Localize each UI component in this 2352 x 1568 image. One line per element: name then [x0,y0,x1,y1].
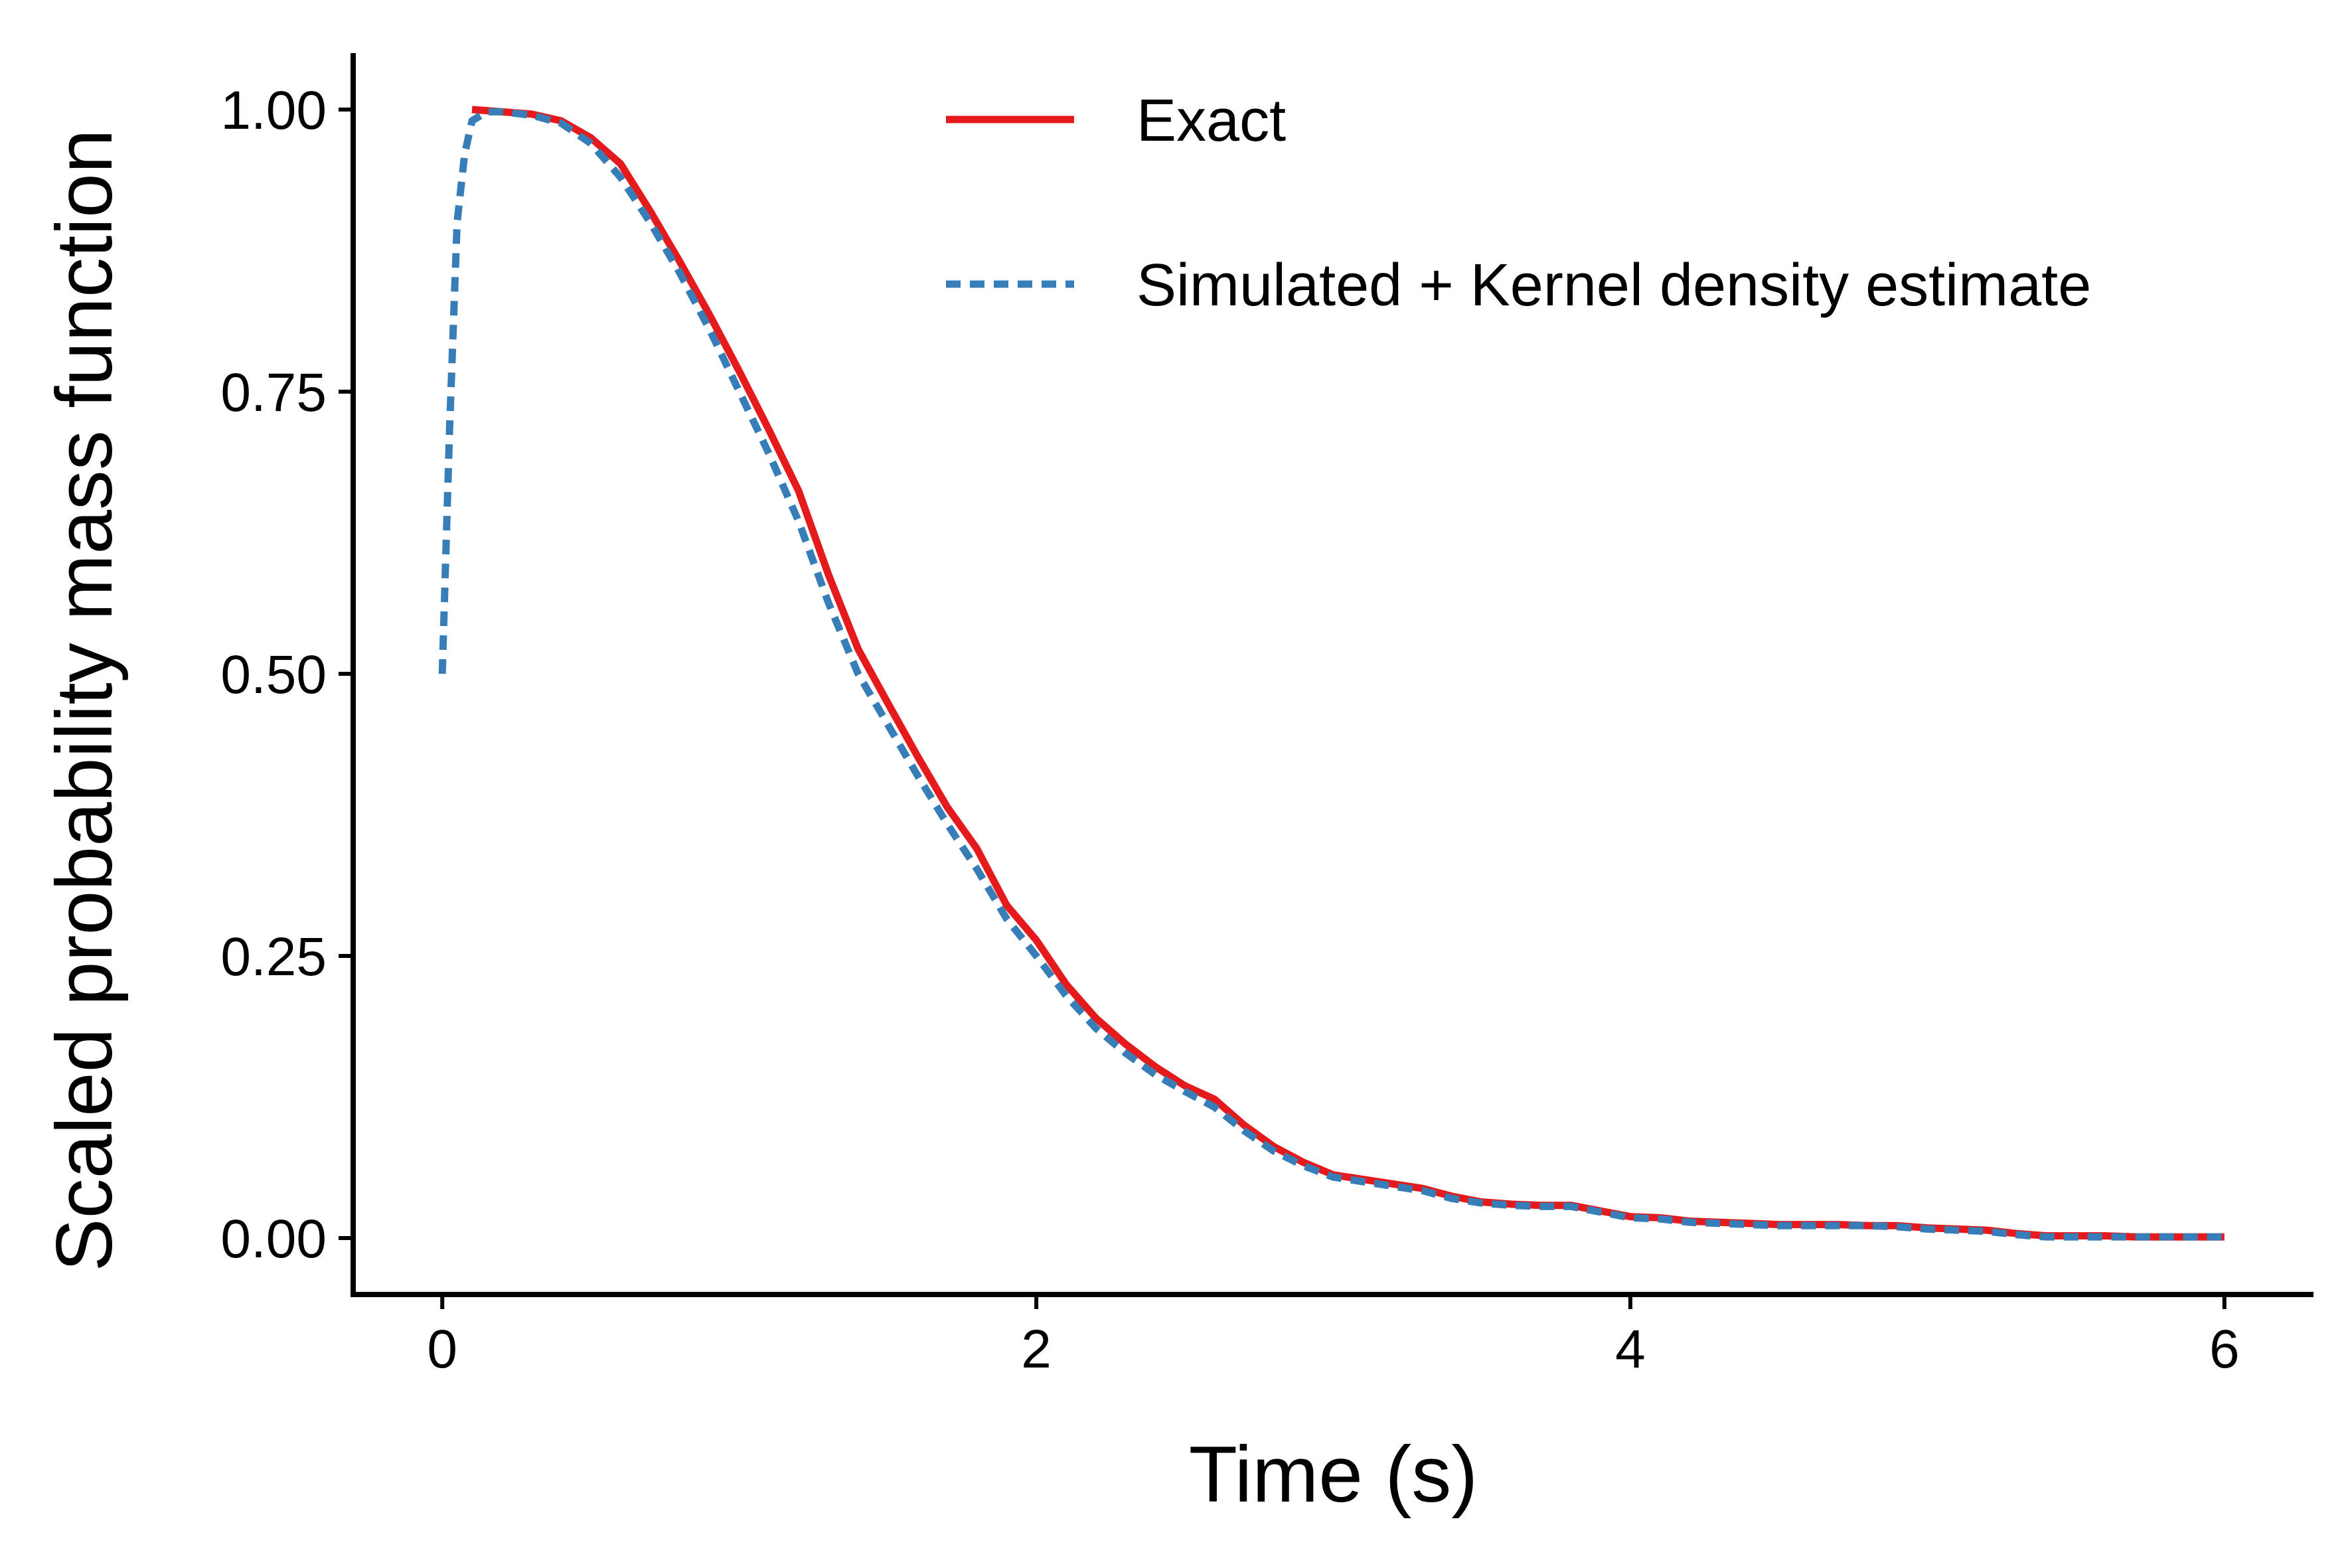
x-axis-title: Time (s) [1189,1430,1478,1519]
legend: Exact Simulated + Kernel density estimate [946,88,2091,319]
y-tick-label: 0.00 [220,1209,327,1269]
x-tick-label: 0 [427,1319,457,1379]
x-tick-label: 2 [1021,1319,1052,1379]
series-layer [438,106,2225,1241]
legend-label-exact: Exact [1137,88,1286,154]
axes: 0 2 4 6 0.00 0.25 0.50 0.75 1.00 [220,53,2313,1379]
x-tick-label: 6 [2209,1319,2240,1379]
y-axis-title: Scaled probability mass function [40,129,129,1272]
series-line-simulated [438,108,2225,1241]
y-tick-label: 0.25 [220,927,327,987]
y-tick-label: 0.75 [220,362,327,423]
y-tick-label: 1.00 [220,80,327,141]
x-tick-label: 4 [1615,1319,1646,1379]
legend-label-simulated: Simulated + Kernel density estimate [1137,252,2091,319]
y-tick-label: 0.50 [220,645,327,705]
